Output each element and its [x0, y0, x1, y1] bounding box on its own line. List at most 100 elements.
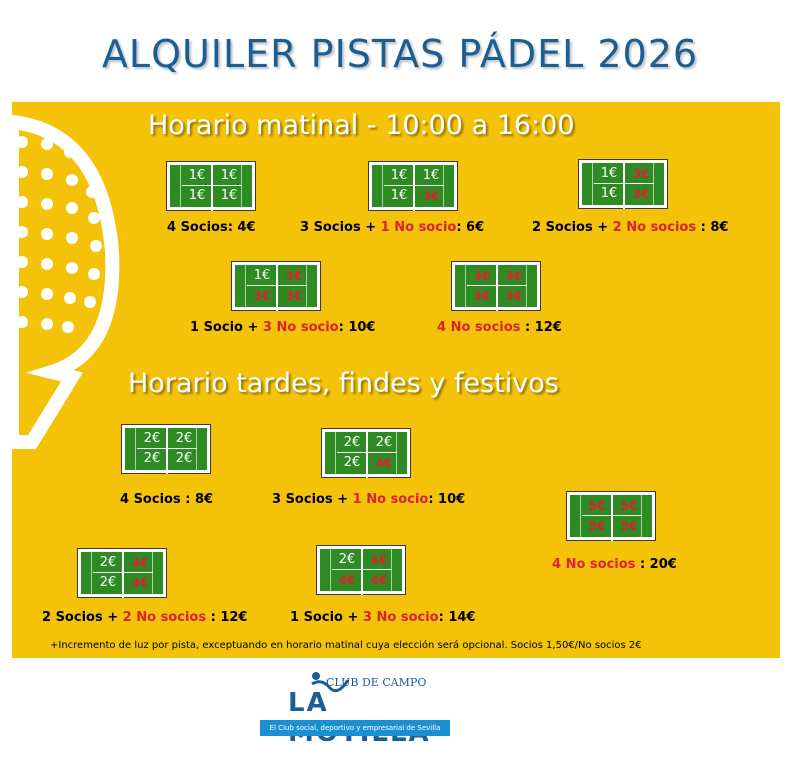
court-line — [611, 493, 613, 541]
court-line — [594, 183, 654, 184]
member-price: 1€ — [188, 168, 206, 183]
runner-logo-icon — [311, 672, 350, 693]
afternoon-court-4: 2€ 4€ 2€ 4€ — [77, 548, 167, 598]
plus-sign: + — [592, 220, 613, 235]
court-line — [582, 515, 642, 516]
non-members-count: 1 No socio — [352, 492, 429, 507]
page-title: ALQUILER PISTAS PÁDEL 2026 — [101, 32, 699, 76]
total-price: : 14€ — [438, 610, 476, 625]
logo-name: LA MOTILLA — [288, 688, 429, 748]
members-count: 1 Socio — [190, 320, 243, 335]
court-line — [465, 265, 466, 307]
morning-heading: Horario matinal - 10:00 a 16:00 — [148, 110, 575, 141]
plus-sign: + — [360, 220, 381, 235]
pricing-panel: Horario matinal - 10:00 a 16:00 Horario … — [12, 102, 780, 658]
member-price: 2€ — [175, 431, 193, 446]
court-line — [361, 547, 363, 595]
padel-racket-illustration — [12, 114, 120, 449]
court-line — [467, 285, 527, 286]
non-member-price: 4€ — [131, 556, 149, 570]
morning-price-label-4: 1 Socio + 3 No socio: 10€ — [190, 320, 375, 335]
non-member-price: 3€ — [632, 167, 650, 181]
member-price: 1€ — [188, 188, 206, 203]
total-price: : 8€ — [696, 220, 729, 235]
members-count: 1 Socio — [290, 610, 343, 625]
member-price: 2€ — [175, 451, 193, 466]
court-line — [382, 165, 383, 207]
total-price: : 20€ — [635, 557, 677, 572]
court-line — [182, 185, 242, 186]
afternoon-court-5: 2€ 4€ 4€ 4€ — [316, 545, 406, 595]
court-line — [152, 552, 153, 594]
afternoon-court-3: 5€ 5€ 5€ 5€ — [566, 491, 656, 541]
footnote: +Incremento de luz por pista, exceptuand… — [50, 640, 642, 651]
member-price: 2€ — [338, 552, 356, 567]
non-members-count: 2 No socios — [612, 220, 697, 235]
court-line — [93, 572, 153, 573]
court-line — [166, 426, 168, 474]
afternoon-court-1: 2€ 2€ 2€ 2€ — [121, 424, 211, 474]
non-member-price: 3€ — [253, 289, 271, 303]
non-member-price: 3€ — [473, 269, 491, 283]
member-price: 2€ — [343, 455, 361, 470]
court-line — [306, 265, 307, 307]
member-price: 1€ — [220, 168, 238, 183]
member-price: 1€ — [600, 166, 618, 181]
non-members-count: 4 No socios — [552, 557, 636, 572]
members-count: 3 Socios — [272, 492, 333, 507]
morning-price-label-5: 4 No socios : 12€ — [437, 320, 562, 335]
court-line — [245, 265, 246, 307]
member-price: 2€ — [99, 575, 117, 590]
member-price: 2€ — [143, 431, 161, 446]
court-line — [180, 165, 181, 207]
club-logo: CLUB DE CAMPO LA MOTILLA El Club social,… — [260, 668, 450, 748]
members-count: 2 Socios — [42, 610, 103, 625]
members-count: 2 Socios — [532, 220, 593, 235]
members-count: 4 Socios — [167, 220, 228, 235]
member-price: 1€ — [600, 186, 618, 201]
member-price: 1€ — [253, 268, 271, 283]
total-price: : 12€ — [520, 320, 562, 335]
court-line — [413, 163, 415, 211]
court-line — [384, 185, 444, 186]
morning-price-label-1: 4 Socios: 4€ — [167, 220, 256, 235]
court-line — [196, 428, 197, 470]
court-line — [366, 430, 368, 478]
court-line — [623, 161, 625, 209]
morning-court-5: 3€ 3€ 3€ 3€ — [451, 261, 541, 311]
non-member-price: 5€ — [620, 519, 638, 533]
afternoon-price-label-5: 1 Socio + 3 No socio: 14€ — [290, 610, 475, 625]
court-line — [137, 448, 197, 449]
morning-court-2: 1€ 1€ 1€ 3€ — [368, 161, 458, 211]
afternoon-heading: Horario tardes, findes y festivos — [128, 368, 559, 399]
non-member-price: 5€ — [588, 519, 606, 533]
court-line — [443, 165, 444, 207]
member-price: 2€ — [343, 435, 361, 450]
court-line — [496, 263, 498, 311]
members-count: 4 Socios — [120, 492, 181, 507]
members-count: 3 Socios — [300, 220, 361, 235]
non-member-price: 3€ — [473, 289, 491, 303]
afternoon-court-2: 2€ 2€ 2€ 4€ — [321, 428, 411, 478]
member-price: 2€ — [375, 435, 393, 450]
total-price: : 10€ — [428, 492, 466, 507]
non-member-price: 4€ — [338, 573, 356, 587]
non-members-count: 3 No socio — [262, 320, 339, 335]
member-price: 1€ — [390, 168, 408, 183]
court-line — [276, 263, 278, 311]
court-line — [653, 163, 654, 205]
afternoon-price-label-2: 3 Socios + 1 No socio: 10€ — [272, 492, 465, 507]
member-price: 2€ — [99, 555, 117, 570]
court-line — [211, 163, 213, 211]
plus-sign: + — [102, 610, 123, 625]
court-line — [391, 549, 392, 591]
logo-tagline: El Club social, deportivo y empresarial … — [260, 720, 450, 736]
court-line — [332, 569, 392, 570]
total-price: : 4€ — [227, 220, 256, 235]
non-member-price: 3€ — [422, 189, 440, 203]
non-members-count: 3 No socio — [362, 610, 439, 625]
morning-court-4: 1€ 3€ 3€ 3€ — [231, 261, 321, 311]
court-line — [247, 285, 307, 286]
total-price: : 6€ — [456, 220, 485, 235]
non-member-price: 3€ — [505, 289, 523, 303]
